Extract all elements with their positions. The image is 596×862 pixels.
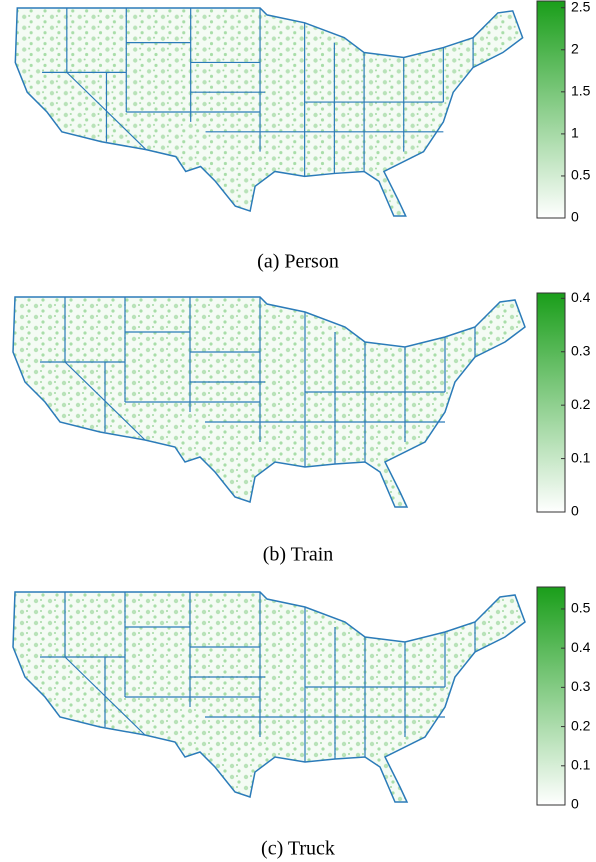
caption: (a) Person bbox=[257, 251, 339, 273]
tick-label: 0.5 bbox=[571, 600, 591, 616]
tick-label: 0.5 bbox=[571, 167, 591, 183]
caption: (c) Truck bbox=[261, 838, 335, 860]
tick-label: 0.3 bbox=[571, 342, 591, 358]
caption: (b) Train bbox=[263, 544, 334, 566]
tick-label: 2 bbox=[571, 40, 579, 56]
us-map bbox=[12, 591, 526, 803]
tick-label: 0 bbox=[571, 209, 579, 225]
tick-label: 0 bbox=[571, 503, 579, 519]
tick-label: 0.3 bbox=[571, 678, 591, 694]
tick-label: 0 bbox=[571, 796, 579, 812]
colorbar bbox=[536, 586, 566, 806]
us-map bbox=[14, 7, 524, 217]
tick-label: 2.5 bbox=[571, 0, 591, 14]
colorbar bbox=[536, 0, 566, 219]
us-map bbox=[12, 296, 526, 508]
tick-label: 0.2 bbox=[571, 717, 591, 733]
tick-label: 0.1 bbox=[571, 756, 591, 772]
colorbar bbox=[536, 292, 566, 513]
tick-label: 1 bbox=[571, 125, 579, 141]
tick-label: 0.4 bbox=[571, 639, 591, 655]
tick-label: 0.1 bbox=[571, 449, 591, 465]
tick-label: 1.5 bbox=[571, 83, 591, 99]
tick-label: 0.4 bbox=[571, 289, 591, 305]
tick-label: 0.2 bbox=[571, 396, 591, 412]
